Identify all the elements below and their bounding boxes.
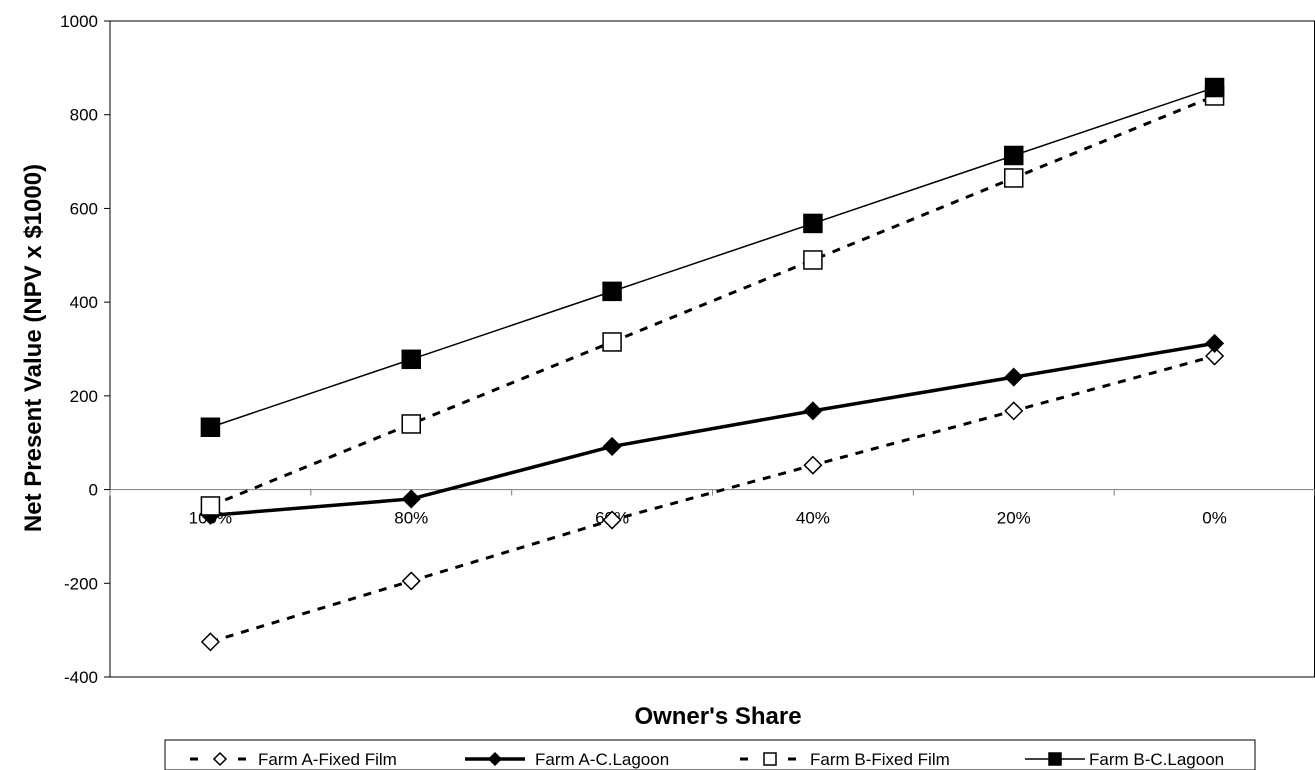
- legend-label: Farm B-C.Lagoon: [1089, 750, 1224, 769]
- data-point-marker: [401, 571, 421, 591]
- data-point-marker: [1204, 77, 1225, 98]
- y-tick-label: 1000: [60, 12, 98, 31]
- y-tick-label: 800: [70, 106, 98, 125]
- data-point-marker: [1004, 401, 1024, 421]
- data-point-marker: [602, 436, 622, 457]
- legend-label: Farm B-Fixed Film: [810, 750, 950, 769]
- y-tick-label: 400: [70, 293, 98, 312]
- x-tick-label: 80%: [394, 509, 428, 528]
- data-point-marker: [212, 751, 228, 767]
- series-line: [209, 354, 1215, 644]
- data-point-marker: [602, 281, 622, 302]
- series-line: [209, 94, 1216, 508]
- data-point-marker: [803, 250, 823, 270]
- x-tick-label: 0%: [1202, 509, 1227, 528]
- data-point-marker: [487, 751, 503, 767]
- data-point-marker: [1004, 367, 1024, 387]
- x-tick-label: 20%: [997, 509, 1031, 528]
- data-point-marker: [401, 414, 421, 434]
- data-point-marker: [200, 496, 221, 516]
- x-tick-label: 40%: [796, 509, 830, 528]
- data-point-marker: [1004, 145, 1024, 166]
- series-group: [200, 86, 1225, 516]
- y-tick-label: 600: [70, 199, 98, 218]
- y-tick-label: 0: [89, 481, 98, 500]
- data-point-marker: [803, 401, 823, 421]
- chart-axes: -400-20002004006008001000100%80%60%40%20…: [60, 12, 1315, 687]
- data-point-marker: [401, 489, 421, 509]
- data-point-marker: [401, 349, 421, 370]
- series-group: [200, 77, 1225, 438]
- data-point-marker: [1048, 752, 1062, 766]
- data-point-marker: [200, 417, 221, 438]
- legend-label: Farm A-C.Lagoon: [535, 750, 669, 769]
- series-group: [200, 346, 1225, 652]
- series-line: [210, 86, 1215, 428]
- data-point-marker: [1004, 168, 1024, 188]
- y-axis-title: Net Present Value (NPV x $1000): [20, 164, 47, 532]
- data-point-marker: [1205, 346, 1225, 366]
- series-line: [210, 341, 1215, 518]
- data-point-marker: [602, 332, 622, 352]
- data-point-marker: [1205, 333, 1225, 353]
- y-tick-label: -400: [64, 668, 98, 687]
- series-layer: [200, 77, 1225, 652]
- y-tick-label: -200: [64, 574, 98, 593]
- legend-label: Farm A-Fixed Film: [258, 750, 397, 769]
- data-point-marker: [200, 632, 220, 652]
- data-point-marker: [803, 213, 823, 234]
- data-point-marker: [602, 510, 622, 530]
- x-axis-title: Owner's Share: [634, 703, 801, 730]
- legend: Farm A-Fixed Film Farm A-C.Lagoon Farm B-F…: [164, 739, 1256, 770]
- y-tick-label: 200: [70, 387, 98, 406]
- data-point-marker: [763, 752, 777, 766]
- legend-box: [164, 739, 1256, 770]
- data-point-marker: [803, 455, 823, 475]
